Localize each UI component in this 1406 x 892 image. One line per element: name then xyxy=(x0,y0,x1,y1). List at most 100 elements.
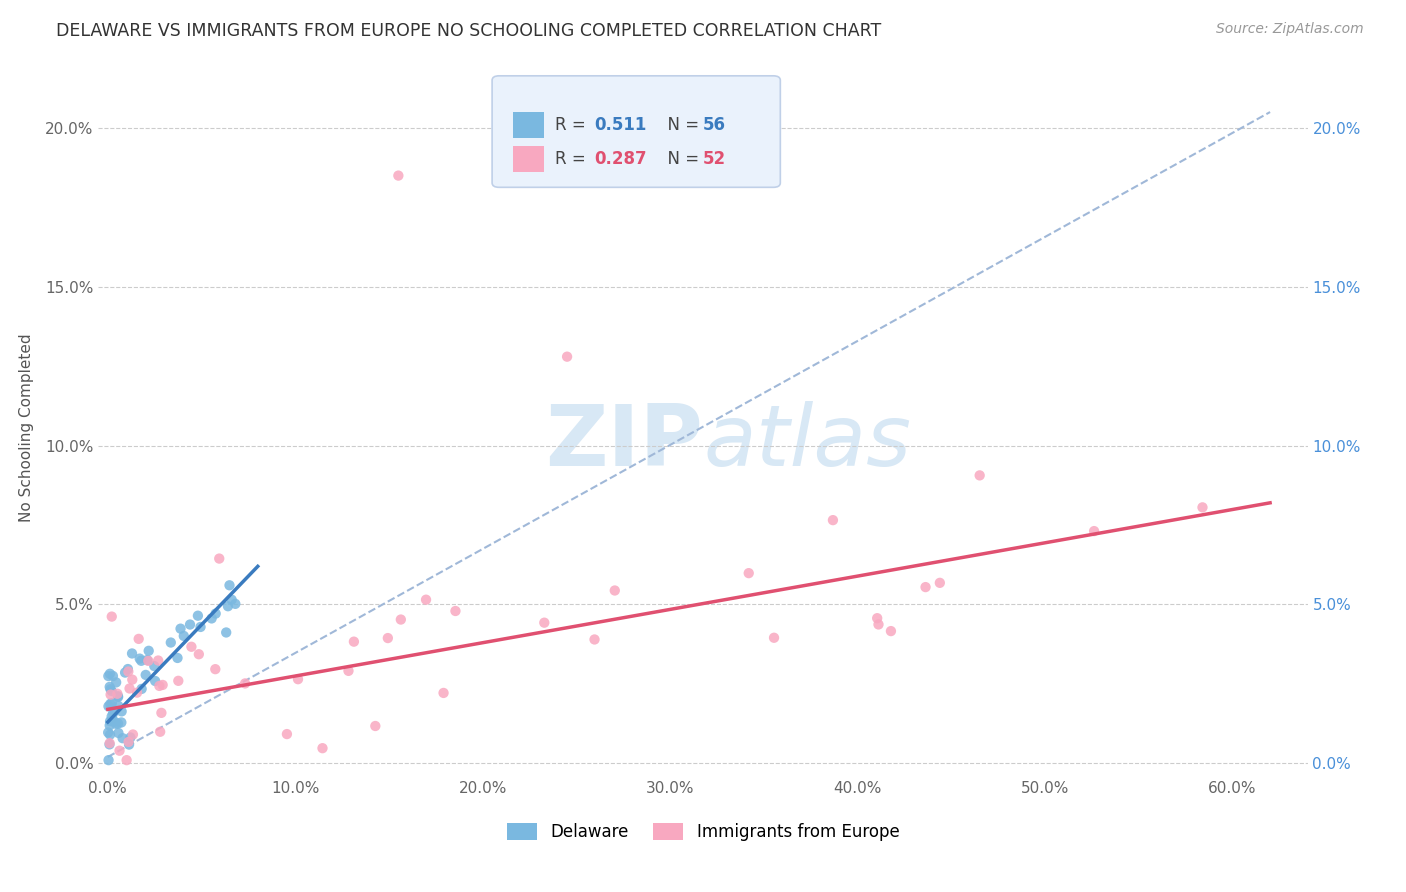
Point xyxy=(1191,500,1213,515)
Point xyxy=(217,599,239,614)
Text: DELAWARE VS IMMIGRANTS FROM EUROPE NO SCHOOLING COMPLETED CORRELATION CHART: DELAWARE VS IMMIGRANTS FROM EUROPE NO SC… xyxy=(56,22,882,40)
Point xyxy=(389,613,412,627)
Point xyxy=(150,706,173,720)
Point xyxy=(166,651,188,665)
Y-axis label: No Schooling Completed: No Schooling Completed xyxy=(20,334,34,523)
Point xyxy=(98,680,121,694)
Point xyxy=(129,654,152,668)
Point xyxy=(763,631,786,645)
Point xyxy=(107,716,129,731)
Text: 56: 56 xyxy=(703,116,725,134)
Point xyxy=(97,725,120,739)
Point xyxy=(204,662,226,676)
Point xyxy=(233,676,256,690)
Point xyxy=(107,698,129,713)
Point xyxy=(190,620,212,634)
Point xyxy=(143,673,166,688)
Point xyxy=(969,468,991,483)
Point xyxy=(914,580,936,594)
Point xyxy=(103,714,125,729)
Point xyxy=(603,583,626,598)
Point xyxy=(583,632,606,647)
Point xyxy=(364,719,387,733)
Point xyxy=(100,609,122,624)
Point xyxy=(555,350,578,364)
Text: Source: ZipAtlas.com: Source: ZipAtlas.com xyxy=(1216,22,1364,37)
Point xyxy=(101,669,124,683)
Point xyxy=(159,635,181,649)
Point xyxy=(152,678,174,692)
Point xyxy=(187,647,209,661)
Point xyxy=(377,631,399,645)
Point xyxy=(100,709,122,723)
Point xyxy=(107,690,129,704)
Point xyxy=(98,736,121,750)
Point xyxy=(98,737,121,751)
Point xyxy=(104,716,127,731)
Point xyxy=(122,727,145,741)
Point xyxy=(97,753,120,767)
Point xyxy=(117,665,139,679)
Point xyxy=(111,731,134,746)
Point xyxy=(97,699,120,714)
Point xyxy=(143,659,166,673)
Point xyxy=(169,622,191,636)
Point xyxy=(98,666,121,681)
Point xyxy=(928,575,950,590)
Point xyxy=(98,697,121,711)
Point xyxy=(337,664,360,678)
Point xyxy=(107,726,129,740)
Point xyxy=(117,735,139,749)
Point xyxy=(128,651,150,665)
Point xyxy=(105,687,128,701)
Point xyxy=(98,714,121,729)
Point xyxy=(100,682,122,697)
Point xyxy=(101,696,124,710)
Point xyxy=(121,647,143,661)
Text: R =: R = xyxy=(555,150,592,168)
Point xyxy=(868,617,890,632)
Point xyxy=(118,738,141,752)
Point xyxy=(215,625,238,640)
Text: atlas: atlas xyxy=(703,401,911,483)
Point xyxy=(131,681,153,696)
Point xyxy=(117,662,139,676)
Point xyxy=(136,654,159,668)
Point xyxy=(100,684,122,698)
Text: ZIP: ZIP xyxy=(546,401,703,483)
Point xyxy=(136,653,159,667)
Point xyxy=(415,592,437,607)
Point xyxy=(149,724,172,739)
Point xyxy=(115,753,138,767)
Point xyxy=(173,629,195,643)
Point xyxy=(187,608,209,623)
Text: 0.287: 0.287 xyxy=(595,150,647,168)
Point xyxy=(167,673,190,688)
Point xyxy=(110,715,132,730)
Point xyxy=(179,617,201,632)
Point xyxy=(104,704,127,718)
Legend: Delaware, Immigrants from Europe: Delaware, Immigrants from Europe xyxy=(501,816,905,847)
Point xyxy=(128,632,150,646)
Point xyxy=(276,727,298,741)
Text: R =: R = xyxy=(555,116,592,134)
Point xyxy=(287,672,309,686)
Point xyxy=(101,706,124,721)
Point xyxy=(105,675,128,690)
Point xyxy=(311,741,333,756)
Point xyxy=(148,679,170,693)
Point xyxy=(218,578,240,592)
Point xyxy=(1083,524,1105,538)
Point xyxy=(866,611,889,625)
Point xyxy=(111,705,134,719)
Point xyxy=(98,718,121,732)
Point xyxy=(221,592,243,607)
Text: 0.511: 0.511 xyxy=(595,116,647,134)
Point xyxy=(204,607,226,621)
Point xyxy=(148,653,170,667)
Point xyxy=(738,566,761,581)
Point xyxy=(114,665,136,680)
Point xyxy=(108,744,131,758)
Point xyxy=(118,681,141,696)
Point xyxy=(100,688,122,702)
